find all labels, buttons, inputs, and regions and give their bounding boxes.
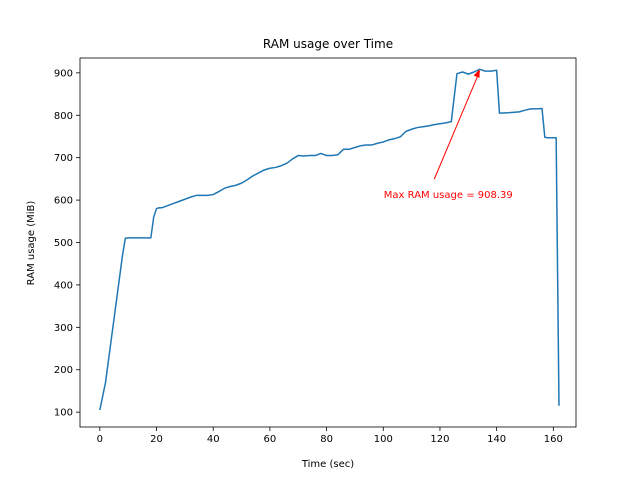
max-ram-annotation: Max RAM usage = 908.39	[384, 69, 513, 201]
y-tick-label: 700	[54, 153, 73, 164]
x-tick-label: 160	[544, 434, 563, 445]
series-line-ram-usage	[99, 68, 560, 411]
x-tick-label: 60	[264, 434, 277, 445]
annotation-arrowhead	[473, 69, 480, 78]
y-axis: 100 200 300 400 500 600 700 800 900	[54, 68, 80, 419]
x-axis: 0 20 40 60 80 100 120 140 160	[97, 427, 563, 445]
y-axis-label: RAM usage (MiB)	[26, 201, 37, 286]
x-tick-label: 20	[150, 434, 163, 445]
y-tick-label: 300	[54, 323, 73, 334]
y-tick-label: 100	[54, 408, 73, 419]
y-tick-label: 800	[54, 111, 73, 122]
y-tick-label: 400	[54, 280, 73, 291]
x-tick-label: 0	[97, 434, 103, 445]
y-tick-label: 200	[54, 365, 73, 376]
annotation-text: Max RAM usage = 908.39	[384, 190, 513, 201]
plot-frame	[79, 57, 577, 428]
x-tick-label: 40	[207, 434, 220, 445]
x-tick-label: 120	[430, 434, 449, 445]
x-tick-label: 100	[374, 434, 393, 445]
x-axis-label: Time (sec)	[301, 459, 354, 470]
chart-title: RAM usage over Time	[263, 37, 393, 51]
y-tick-label: 600	[54, 196, 73, 207]
y-tick-label: 500	[54, 238, 73, 249]
y-tick-label: 900	[54, 68, 73, 79]
annotation-arrow	[433, 71, 481, 180]
x-tick-label: 140	[487, 434, 506, 445]
x-tick-label: 80	[320, 434, 333, 445]
